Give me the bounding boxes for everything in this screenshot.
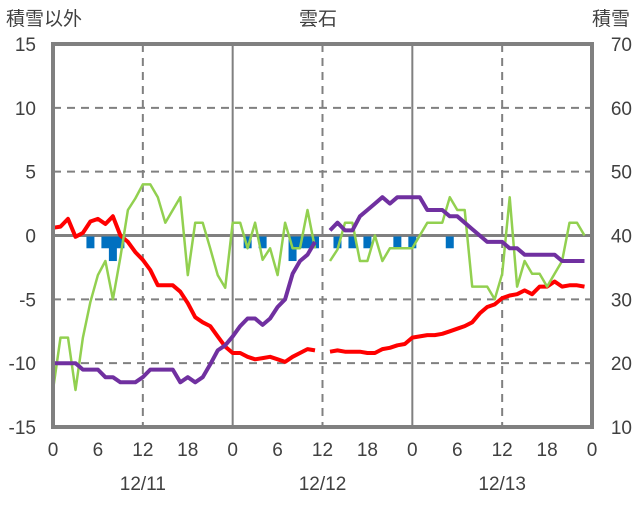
right-tick-label: 70 bbox=[611, 35, 632, 56]
left-tick-label: 5 bbox=[25, 163, 36, 184]
x-tick-label: 12 bbox=[312, 440, 333, 461]
precip-bar bbox=[393, 236, 402, 249]
x-tick-label: 6 bbox=[272, 440, 283, 461]
precip-bar bbox=[363, 236, 372, 249]
series-line-green bbox=[51, 183, 586, 392]
x-tick-label: 6 bbox=[452, 440, 463, 461]
x-tick-label: 0 bbox=[227, 440, 238, 461]
right-tick-label: 30 bbox=[611, 290, 632, 311]
precip-bar bbox=[258, 236, 267, 249]
right-tick-label: 40 bbox=[611, 227, 632, 248]
left-tick-label: 10 bbox=[15, 99, 36, 120]
precip-bar bbox=[348, 236, 357, 249]
precip-bar bbox=[333, 236, 342, 249]
left-axis-label: 積雪以外 bbox=[6, 8, 82, 30]
precip-bar bbox=[243, 236, 252, 249]
precip-bar bbox=[303, 236, 312, 249]
x-tick-label: 12 bbox=[132, 440, 153, 461]
x-tick-label: 0 bbox=[587, 440, 598, 461]
right-tick-label: 50 bbox=[611, 163, 632, 184]
x-tick-label: 12 bbox=[492, 440, 513, 461]
precip-bar bbox=[116, 236, 125, 249]
right-tick-label: 60 bbox=[611, 99, 632, 120]
series-lines bbox=[51, 183, 586, 392]
date-label: 12/13 bbox=[478, 474, 526, 495]
x-tick-label: 0 bbox=[48, 440, 59, 461]
left-tick-label: 15 bbox=[15, 35, 36, 56]
x-tick-label: 18 bbox=[177, 440, 198, 461]
series-line-purple bbox=[53, 195, 585, 385]
date-label: 12/11 bbox=[120, 474, 166, 495]
precip-bar bbox=[101, 236, 110, 249]
left-tick-label: -15 bbox=[9, 418, 36, 439]
left-tick-label: 0 bbox=[25, 227, 36, 248]
x-tick-label: 18 bbox=[537, 440, 558, 461]
precip-bar bbox=[408, 236, 417, 249]
x-tick-label: 0 bbox=[407, 440, 418, 461]
left-tick-label: -5 bbox=[19, 290, 36, 311]
right-tick-label: 10 bbox=[611, 418, 632, 439]
precip-bar bbox=[108, 236, 117, 262]
grid bbox=[53, 44, 592, 427]
x-tick-label: 6 bbox=[93, 440, 104, 461]
precip-bar bbox=[86, 236, 95, 249]
right-axis-label: 積雪 bbox=[592, 8, 630, 30]
date-label: 12/12 bbox=[299, 474, 347, 495]
chart-title: 雲石 bbox=[299, 9, 337, 30]
series-line-red bbox=[52, 214, 585, 364]
precip-bar bbox=[445, 236, 454, 249]
plot-frame bbox=[51, 42, 594, 429]
right-tick-label: 20 bbox=[611, 354, 632, 375]
x-tick-label: 18 bbox=[357, 440, 378, 461]
left-tick-label: -10 bbox=[9, 354, 36, 375]
